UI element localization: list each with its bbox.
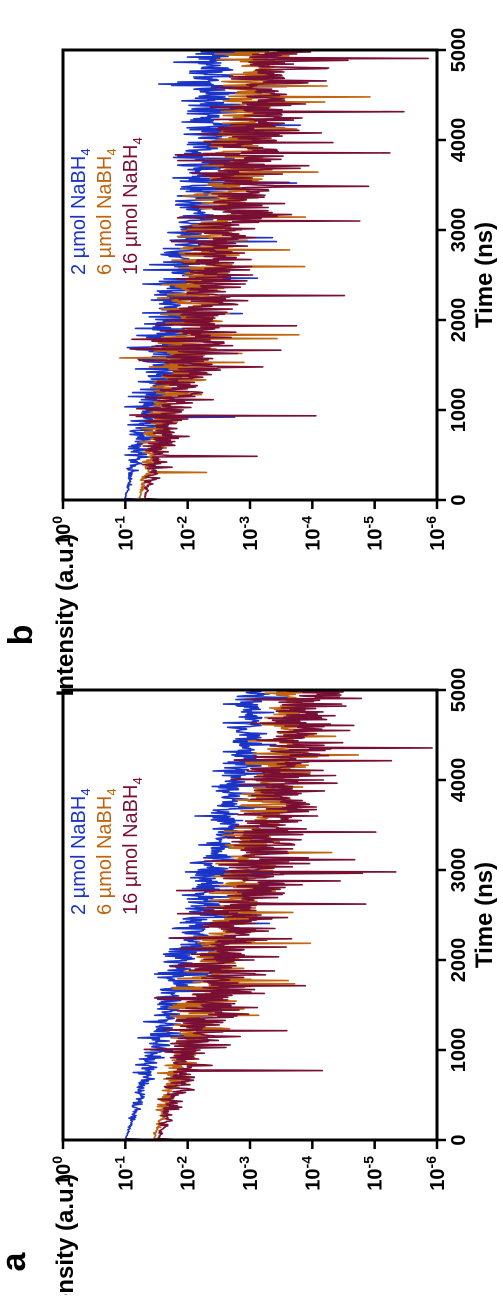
panel-a-ytick-label: 10-2 bbox=[174, 1156, 200, 1191]
panel-a-xtick-label: 3000 bbox=[448, 848, 470, 893]
panel-a-legend-entry-3: 16 µmol NaBH4 bbox=[120, 777, 145, 915]
panel-a-legend-entry-1: 2 µmol NaBH4 bbox=[68, 788, 93, 915]
panel-a-ytick-label: 10-4 bbox=[298, 1156, 324, 1191]
panel-a-xtick-label: 5000 bbox=[448, 668, 470, 713]
panel-a-traces bbox=[125, 690, 433, 1140]
panel-b: 100 10-1 10-2 10-3 10-4 10-5 10-6 0 1000 2000 3000… bbox=[2, 28, 498, 697]
panel-b-xtick-label: 1000 bbox=[448, 388, 470, 433]
panel-b-ytick-label: 10-3 bbox=[236, 516, 262, 551]
panel-b-xtick-label: 3000 bbox=[448, 208, 470, 253]
panel-b-ytick-label: 10-4 bbox=[298, 516, 324, 551]
panel-b-xlabel: Time (ns) bbox=[471, 222, 498, 328]
panel-b-xtick-label: 0 bbox=[448, 494, 470, 505]
panel-b-xtick-label: 2000 bbox=[448, 298, 470, 343]
panel-b-series-3-trace bbox=[129, 50, 429, 500]
panel-b-legend-entry-2: 6 µmol NaBH4 bbox=[94, 148, 119, 275]
panel-a-label: a bbox=[0, 1251, 33, 1271]
panel-a-series-1-trace bbox=[125, 690, 419, 1140]
panel-b-label: b bbox=[2, 625, 40, 646]
panel-b-ytick-label: 10-2 bbox=[174, 516, 200, 551]
panel-b-ytick-label: 100 bbox=[49, 516, 75, 546]
panel-a-xtick-label: 0 bbox=[448, 1134, 470, 1145]
panel-a-ylabel: Intensity (a.u.) bbox=[52, 1174, 79, 1295]
panel-b-ytick-label: 10-5 bbox=[361, 516, 387, 551]
panel-a-ytick-label: 10-1 bbox=[111, 1156, 137, 1191]
panel-a-legend-entry-2: 6 µmol NaBH4 bbox=[94, 788, 119, 915]
panel-b-legend-entry-3: 16 µmol NaBH4 bbox=[120, 137, 145, 275]
panel-b-traces bbox=[119, 50, 429, 500]
panel-b-ytick-label: 10-1 bbox=[111, 516, 137, 551]
panel-a-ytick-label: 10-5 bbox=[361, 1156, 387, 1191]
panel-b-xtick-label: 4000 bbox=[448, 118, 470, 163]
panel-a-ytick-label: 10-3 bbox=[236, 1156, 262, 1191]
panel-a-xtick-label: 4000 bbox=[448, 758, 470, 803]
panel-a-ytick-label: 10-6 bbox=[423, 1156, 449, 1191]
panel-b-xtick-label: 5000 bbox=[448, 28, 470, 73]
panel-b-ylabel: Intensity (a.u.) bbox=[52, 534, 79, 697]
panel-a-xtick-label: 1000 bbox=[448, 1028, 470, 1073]
panel-a-xtick-label: 2000 bbox=[448, 938, 470, 983]
panel-b-legend-entry-1: 2 µmol NaBH4 bbox=[68, 148, 93, 275]
panel-b-ytick-label: 10-6 bbox=[423, 516, 449, 551]
panel-a-xlabel: Time (ns) bbox=[471, 862, 498, 968]
panel-a-series-3-trace bbox=[143, 690, 433, 1140]
panel-a-ytick-label: 100 bbox=[49, 1156, 75, 1186]
panel-a: 100 10-1 10-2 10-3 10-4 10-5 10-6 0 1000 2000 3000… bbox=[0, 668, 498, 1300]
